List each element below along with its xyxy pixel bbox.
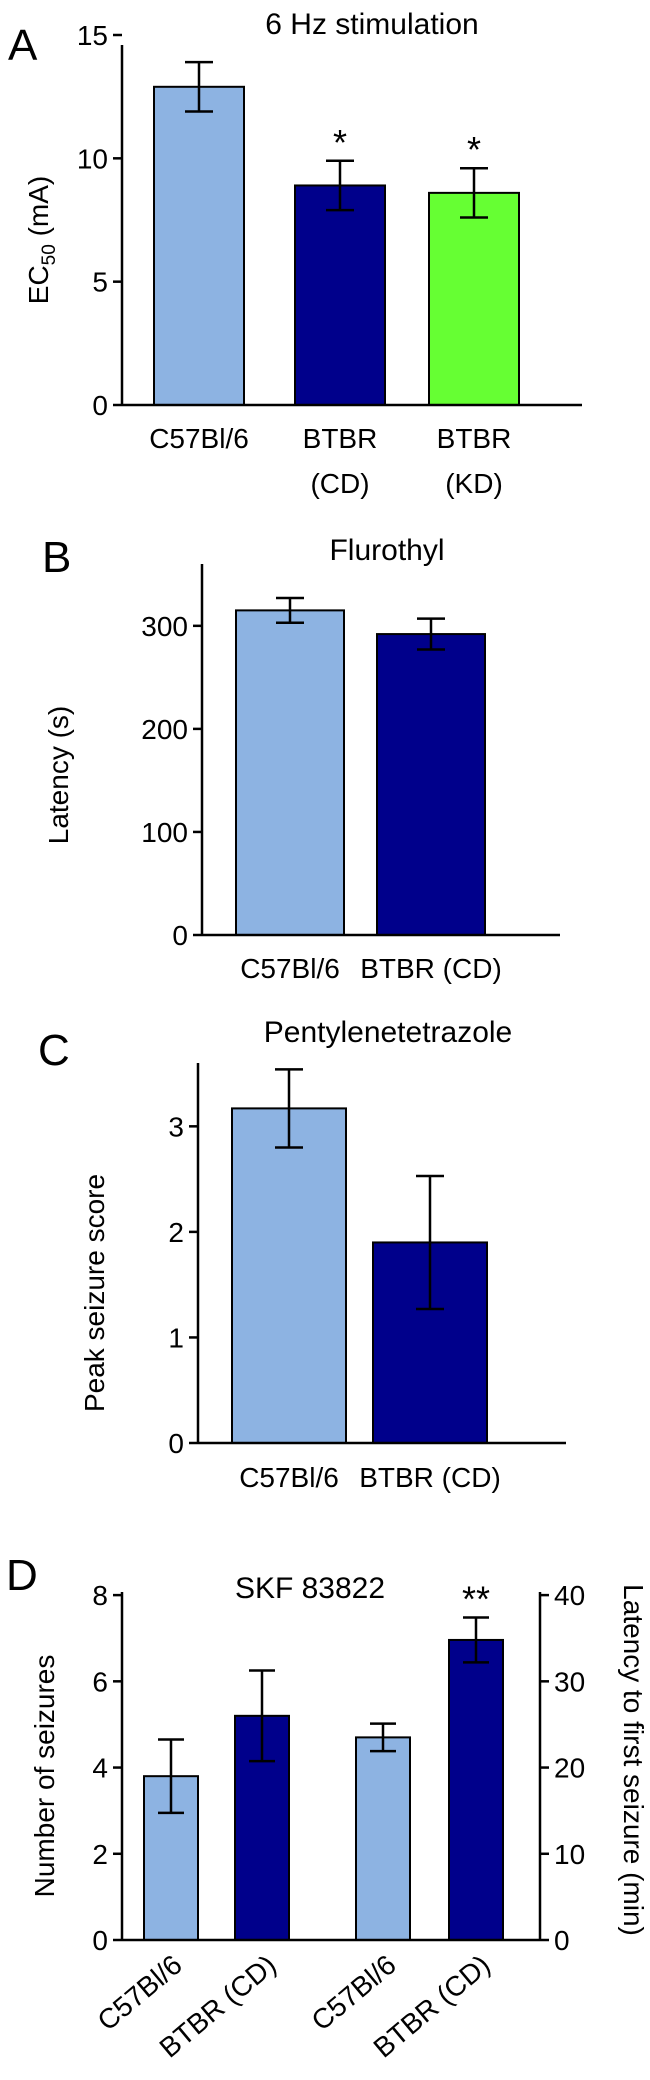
panel-d-right-y-tick-label-2: 10 xyxy=(554,1839,585,1870)
panel-d-latency-significance-2: ** xyxy=(462,1579,490,1620)
panel-d-latency-bar-1 xyxy=(355,1736,411,1942)
panel-d-left-y-tick-label-4: 6 xyxy=(92,1666,108,1697)
panel-a-category-sublabel-3: (KD) xyxy=(445,468,503,499)
panel-d-title: SKF 83822 xyxy=(235,1572,385,1605)
panel-a-title: 6 Hz stimulation xyxy=(265,8,478,41)
panel-b-y-tick-label-2: 100 xyxy=(141,817,188,848)
panel-d-letter: D xyxy=(6,1551,38,1600)
panel-d-latency-bar-2 xyxy=(448,1638,504,1941)
panel-a-category-sublabel-2: (CD) xyxy=(310,468,369,499)
panel-b-y-axis-label: Latency (s) xyxy=(43,706,74,845)
panel-c-plot: 0 1 2 3 C57Bl/6 BTBR (CD) xyxy=(168,1068,501,1493)
panel-d-right-y-tick-label-4: 30 xyxy=(554,1666,585,1697)
panel-c-y-axis-label: Peak seizure score xyxy=(79,1174,110,1412)
panel-c-category-label-2: BTBR (CD) xyxy=(359,1462,501,1493)
panel-a-y-axis-label: EC50 (mA) xyxy=(23,176,60,304)
panel-b-category-label-2: BTBR (CD) xyxy=(360,953,502,984)
panel-c-y-tick-label-2: 1 xyxy=(168,1322,184,1353)
panel-d-left-y-tick-label-2: 2 xyxy=(92,1839,108,1870)
panel-a-y-tick-label-2: 5 xyxy=(92,267,108,298)
panel-a-y-tick-label-1: 0 xyxy=(92,390,108,421)
panel-b-y-tick-label-4: 300 xyxy=(141,611,188,642)
panel-a-plot: 0 5 10 15 * * C57Bl/6 BTBR (CD) BTBR (KD) xyxy=(77,20,520,499)
panel-c-letter: C xyxy=(38,1026,70,1075)
panel-a: A 6 Hz stimulation EC50 (mA) 0 5 10 15 * * C57… xyxy=(8,8,582,499)
panel-a-letter: A xyxy=(8,21,38,70)
panel-d-left-y-axis-label: Number of seizures xyxy=(29,1655,60,1898)
panel-a-bar-2 xyxy=(294,184,386,406)
panel-d-right-y-axis-label: Latency to first seizure (min) xyxy=(618,1584,649,1936)
panel-c: C Pentylenetetrazole Peak seizure score … xyxy=(38,1016,566,1493)
panel-c-category-label-1: C57Bl/6 xyxy=(239,1462,339,1493)
panel-b-letter: B xyxy=(42,533,71,582)
panel-d-right-y-tick-label-5: 40 xyxy=(554,1580,585,1611)
panel-a-significance-2: * xyxy=(333,122,347,163)
panel-a-category-label-3: BTBR xyxy=(437,423,512,454)
panel-a-y-tick-label-4: 15 xyxy=(77,20,108,51)
panel-d-left-y-tick-label-3: 4 xyxy=(92,1753,108,1784)
panel-b: B Flurothyl Latency (s) 0 100 200 300 C57Bl/… xyxy=(42,533,560,984)
panel-d-right-y-tick-label-1: 0 xyxy=(554,1925,570,1956)
panel-d-left-y-tick-label-1: 0 xyxy=(92,1925,108,1956)
panel-b-bar-1 xyxy=(235,609,345,936)
panel-a-bar-1 xyxy=(153,85,245,407)
panel-c-y-tick-label-3: 2 xyxy=(168,1217,184,1248)
panel-a-significance-3: * xyxy=(467,129,481,170)
panel-c-y-tick-label-4: 3 xyxy=(168,1111,184,1142)
panel-c-y-tick-label-1: 0 xyxy=(168,1428,184,1459)
panel-b-plot: 0 100 200 300 C57Bl/6 BTBR (CD) xyxy=(141,596,502,984)
panel-a-category-label-1: C57Bl/6 xyxy=(149,423,249,454)
panel-b-title: Flurothyl xyxy=(329,534,444,567)
panel-d: D SKF 83822 Number of seizures Latency t… xyxy=(6,1551,649,2064)
panel-a-category-label-2: BTBR xyxy=(303,423,378,454)
panel-d-left-y-tick-label-5: 8 xyxy=(92,1580,108,1611)
panel-a-bar-3 xyxy=(428,191,520,406)
panel-b-y-tick-label-3: 200 xyxy=(141,714,188,745)
panel-d-right-y-tick-label-3: 20 xyxy=(554,1753,585,1784)
panel-c-title: Pentylenetetrazole xyxy=(264,1016,513,1049)
panel-b-category-label-1: C57Bl/6 xyxy=(240,953,340,984)
panel-b-bar-2 xyxy=(376,633,486,936)
panel-c-bar-1 xyxy=(231,1107,347,1445)
panel-a-y-tick-label-3: 10 xyxy=(77,143,108,174)
panel-b-y-tick-label-1: 0 xyxy=(172,920,188,951)
